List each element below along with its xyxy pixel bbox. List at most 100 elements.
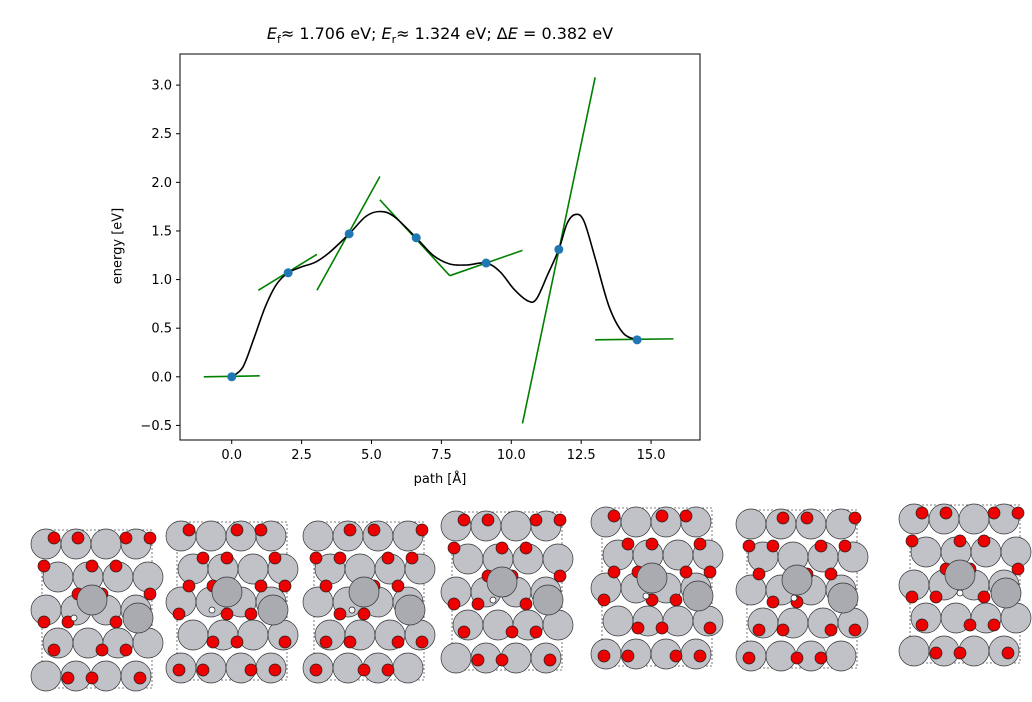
x-tick-label: 5.0 xyxy=(361,448,382,463)
large-atom xyxy=(735,508,767,540)
image-point xyxy=(632,335,642,345)
x-tick-label: 15.0 xyxy=(637,448,666,463)
oxygen-atom xyxy=(37,559,51,573)
oxygen-atom xyxy=(278,579,292,593)
x-tick-label: 7.5 xyxy=(431,448,452,463)
oxygen-atom xyxy=(655,621,669,635)
oxygen-atom xyxy=(752,567,766,581)
oxygen-atom xyxy=(71,531,85,545)
oxygen-atom xyxy=(254,523,268,537)
oxygen-atom xyxy=(607,565,621,579)
oxygen-atom xyxy=(278,635,292,649)
oxygen-atom xyxy=(244,663,258,677)
oxygen-atom xyxy=(172,607,186,621)
oxygen-atom xyxy=(631,621,645,635)
oxygen-atom xyxy=(254,579,268,593)
oxygen-atom xyxy=(621,537,635,551)
y-tick-label: 1.5 xyxy=(151,224,172,239)
oxygen-atom xyxy=(85,671,99,685)
oxygen-atom xyxy=(391,635,405,649)
oxygen-atom xyxy=(143,587,157,601)
axes-frame xyxy=(179,53,701,441)
oxygen-atom xyxy=(553,513,567,527)
oxygen-atom xyxy=(182,579,196,593)
oxygen-atom xyxy=(119,531,133,545)
structure-snapshot xyxy=(165,520,299,684)
oxygen-atom xyxy=(776,623,790,637)
oxygen-atom xyxy=(405,551,419,565)
oxygen-atom xyxy=(196,551,210,565)
oxygen-atom xyxy=(230,523,244,537)
oxygen-atom xyxy=(95,643,109,657)
tangent-lines xyxy=(203,77,674,424)
oxygen-atom xyxy=(143,531,157,545)
oxygen-atom xyxy=(343,635,357,649)
oxygen-atom xyxy=(244,607,258,621)
oxygen-atom xyxy=(1011,506,1025,520)
image-point xyxy=(481,258,491,268)
oxygen-atom xyxy=(415,523,429,537)
structure-snapshot xyxy=(590,506,724,670)
oxygen-atom xyxy=(47,643,61,657)
image-point xyxy=(554,244,564,254)
oxygen-atom xyxy=(309,663,323,677)
oxygen-atom xyxy=(693,649,707,663)
large-atom xyxy=(392,652,424,684)
oxygen-atom xyxy=(1001,646,1015,660)
oxygen-atom xyxy=(343,523,357,537)
oxygen-atom xyxy=(85,559,99,573)
oxygen-atom xyxy=(333,607,347,621)
oxygen-atom xyxy=(848,511,862,525)
image-point xyxy=(344,229,354,239)
oxygen-atom xyxy=(776,511,790,525)
y-tick-label: 0.0 xyxy=(151,370,172,385)
y-tick-label: 2.5 xyxy=(151,127,172,142)
oxygen-atom xyxy=(693,537,707,551)
y-tick-label: 3.0 xyxy=(151,79,172,94)
large-atom xyxy=(30,660,62,692)
oxygen-atom xyxy=(206,635,220,649)
large-atom xyxy=(211,576,243,608)
large-atom xyxy=(195,520,227,552)
oxygen-atom xyxy=(471,597,485,611)
oxygen-atom xyxy=(929,646,943,660)
oxygen-atom xyxy=(742,651,756,665)
oxygen-atom xyxy=(220,607,234,621)
y-tick-label: 0.5 xyxy=(151,322,172,337)
oxygen-atom xyxy=(977,534,991,548)
oxygen-atom xyxy=(381,663,395,677)
hydrogen-atom xyxy=(642,592,650,600)
large-atom xyxy=(781,564,813,596)
y-tick-label: −0.5 xyxy=(140,419,172,434)
image-points xyxy=(227,229,642,382)
oxygen-atom xyxy=(848,623,862,637)
hydrogen-atom xyxy=(489,596,497,604)
oxygen-atom xyxy=(814,539,828,553)
structure-snapshots xyxy=(30,503,1032,692)
oxygen-atom xyxy=(645,537,659,551)
oxygen-atom xyxy=(495,541,509,555)
oxygen-atom xyxy=(953,646,967,660)
large-atom xyxy=(827,582,859,614)
oxygen-atom xyxy=(357,607,371,621)
structure-snapshot xyxy=(440,510,574,674)
oxygen-atom xyxy=(790,651,804,665)
hydrogen-atom xyxy=(348,606,356,614)
y-tick-label: 1.0 xyxy=(151,273,172,288)
axis-ticks: 0.0 2.5 5.0 7.5 10.0 12.5 15.0 −0.5 0.0 0.5 1.0 1.5… xyxy=(140,79,665,463)
chart-title: Ef≈ 1.706 eV; Er≈ 1.324 eV; ΔE = 0.382 e… xyxy=(266,24,614,47)
image-point xyxy=(227,372,237,382)
oxygen-atom xyxy=(268,663,282,677)
oxygen-atom xyxy=(838,539,852,553)
oxygen-atom xyxy=(133,671,147,685)
oxygen-atom xyxy=(597,593,611,607)
hydrogen-atom xyxy=(70,614,78,622)
oxygen-atom xyxy=(703,621,717,635)
oxygen-atom xyxy=(742,539,756,553)
large-atom xyxy=(944,559,976,591)
oxygen-atom xyxy=(519,597,533,611)
oxygen-atom xyxy=(367,523,381,537)
large-atom xyxy=(177,619,209,651)
oxygen-atom xyxy=(915,506,929,520)
oxygen-atom xyxy=(553,569,567,583)
